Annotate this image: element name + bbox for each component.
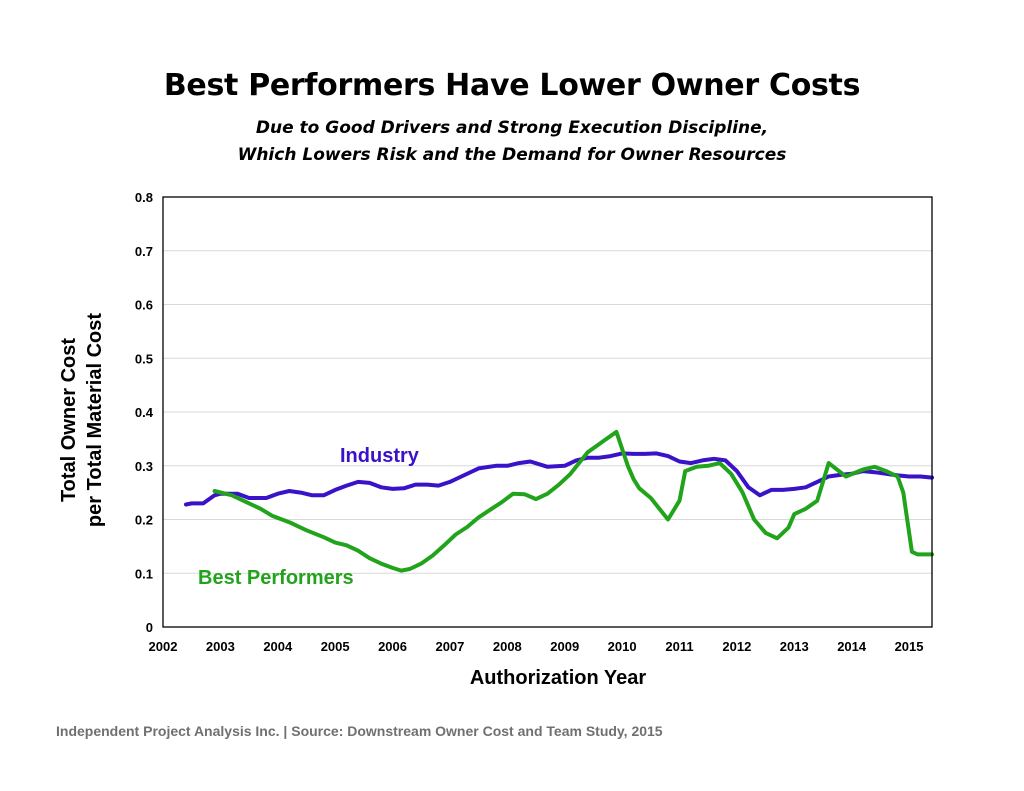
x-tick-label: 2005 [321,639,350,654]
chart-subtitle-line-1: Due to Good Drivers and Strong Execution… [255,118,769,138]
x-tick-label: 2008 [493,639,522,654]
series-lines [184,429,934,573]
y-tick-label: 0.5 [135,351,153,366]
y-tick-label: 0.7 [135,244,153,259]
series-label-industry: Industry [340,445,420,467]
x-tick-label: 2011 [665,639,693,654]
y-tick-label: 0 [146,620,153,635]
x-tick-label: 2002 [149,639,178,654]
x-tick-label: 2004 [263,639,293,654]
x-tick-label: 2012 [722,639,751,654]
gridlines [163,250,932,574]
y-axis-ticks: 0 0.1 0.2 0.3 0.4 0.5 0.6 0.7 0.8 [135,190,154,635]
chart-title: Best Performers Have Lower Owner Costs [163,68,861,103]
source-footer: Independent Project Analysis Inc. | Sour… [56,723,663,739]
x-tick-label: 2013 [780,639,809,654]
x-tick-label: 2006 [378,639,407,654]
x-axis-label: Authorization Year [470,667,647,689]
y-tick-label: 0.6 [135,298,153,313]
series-line-industry [184,451,934,507]
x-tick-label: 2009 [550,639,579,654]
x-tick-label: 2015 [895,639,924,654]
series-line-best-performers [212,429,934,573]
x-tick-label: 2007 [435,639,464,654]
series-label-best-performers: Best Performers [198,567,354,589]
x-tick-label: 2010 [608,639,637,654]
y-tick-label: 0.4 [135,405,154,420]
y-tick-label: 0.3 [135,459,153,474]
y-tick-label: 0.2 [135,513,153,528]
chart-subtitle-line-2: Which Lowers Risk and the Demand for Own… [237,145,787,165]
x-tick-label: 2003 [206,639,235,654]
y-tick-label: 0.1 [135,566,153,581]
x-axis-ticks: 2002 2003 2004 2005 2006 2007 2008 2009 2010 2011… [149,639,924,654]
x-tick-label: 2014 [837,639,867,654]
plot-area-frame [162,196,933,628]
y-tick-label: 0.8 [135,190,153,205]
